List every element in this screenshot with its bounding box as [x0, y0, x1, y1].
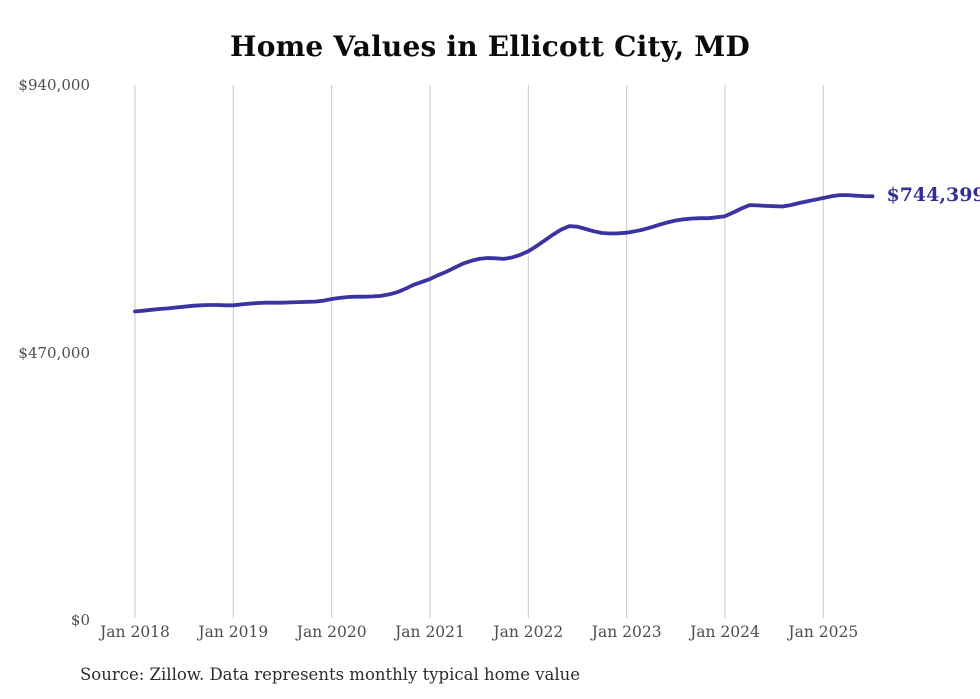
- x-tick-label: Jan 2019: [198, 623, 269, 641]
- x-tick-label: Jan 2020: [296, 623, 367, 641]
- x-tick-label: Jan 2021: [395, 623, 465, 641]
- home-value-line: [133, 193, 875, 314]
- x-tick-label: Jan 2024: [690, 623, 760, 641]
- gridlines: [134, 85, 824, 618]
- x-tick-label: Jan 2018: [100, 623, 170, 641]
- x-tick-label: Jan 2022: [493, 623, 564, 641]
- y-tick-label: $940,000: [18, 76, 90, 94]
- chart-title: Home Values in Ellicott City, MD: [230, 30, 750, 63]
- x-tick-label: Jan 2025: [788, 623, 859, 641]
- end-value-label: $744,399: [886, 184, 980, 207]
- y-tick-label: $0: [70, 611, 90, 629]
- x-tick-label: Jan 2023: [591, 623, 662, 641]
- y-tick-label: $470,000: [18, 343, 90, 362]
- source-note: Source: Zillow. Data represents monthly …: [80, 665, 581, 684]
